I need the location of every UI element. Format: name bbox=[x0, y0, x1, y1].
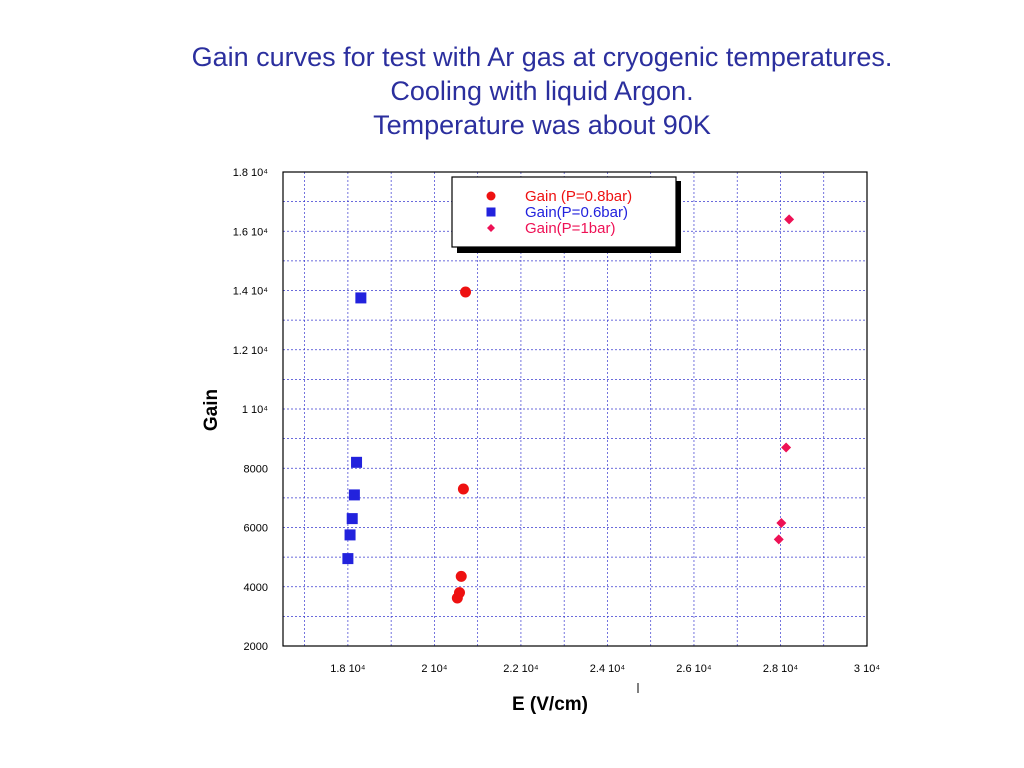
legend: Gain (P=0.8bar)Gain(P=0.6bar)Gain(P=1bar… bbox=[451, 176, 681, 253]
data-points bbox=[342, 214, 795, 604]
data-point-diamond bbox=[773, 534, 784, 545]
legend-marker-circle bbox=[486, 191, 496, 201]
chart-title-line-2: Cooling with liquid Argon. bbox=[390, 76, 694, 106]
tick-labels: 1.8 10⁴ 2 10⁴ 2.2 10⁴ 2.4 10⁴ 2.6 10⁴ 2.8 10⁴… bbox=[233, 167, 881, 675]
y-axis-label: Gain bbox=[201, 389, 222, 431]
x-tick-label: 2.2 10⁴ bbox=[503, 663, 539, 675]
chart-title-line-1: Gain curves for test with Ar gas at cryo… bbox=[191, 42, 893, 72]
x-tick-label: 1.8 10⁴ bbox=[330, 663, 366, 675]
data-point-square bbox=[355, 292, 367, 304]
chart-title-line-3: Temperature was about 90K bbox=[373, 110, 711, 140]
legend-label: Gain(P=1bar) bbox=[525, 220, 615, 237]
data-point-diamond bbox=[776, 518, 787, 529]
y-tick-label: 6000 bbox=[244, 523, 268, 535]
legend-marker-diamond bbox=[487, 224, 495, 232]
x-tick-label: 2.8 10⁴ bbox=[763, 663, 799, 675]
x-tick-label: 3 10⁴ bbox=[854, 663, 880, 675]
y-tick-label: 2000 bbox=[244, 641, 268, 653]
legend-label: Gain (P=0.8bar) bbox=[525, 188, 632, 205]
data-point-diamond bbox=[784, 214, 795, 225]
y-tick-label: 4000 bbox=[244, 582, 268, 594]
data-point-square bbox=[351, 456, 363, 468]
data-point-circle bbox=[457, 483, 469, 495]
data-point-circle bbox=[460, 286, 472, 298]
x-tick-label: 2 10⁴ bbox=[421, 663, 447, 675]
x-tick-label: 2.6 10⁴ bbox=[676, 663, 712, 675]
data-point-circle bbox=[453, 587, 465, 599]
y-tick-label: 1.2 10⁴ bbox=[233, 345, 269, 357]
y-tick-label: 1.4 10⁴ bbox=[233, 286, 269, 298]
x-tick-label: 2.4 10⁴ bbox=[590, 663, 626, 675]
data-point-circle bbox=[455, 570, 467, 582]
data-point-square bbox=[342, 553, 354, 565]
y-tick-label: 1 10⁴ bbox=[242, 404, 268, 416]
y-tick-label: 8000 bbox=[244, 463, 268, 475]
y-tick-label: 1.6 10⁴ bbox=[233, 226, 269, 238]
chart-title: Gain curves for test with Ar gas at cryo… bbox=[0, 40, 1024, 142]
data-point-square bbox=[346, 513, 358, 525]
data-point-square bbox=[348, 489, 360, 501]
x-axis-label: E (V/cm) bbox=[512, 694, 588, 715]
legend-label: Gain(P=0.6bar) bbox=[525, 204, 628, 221]
data-point-square bbox=[344, 529, 356, 541]
data-point-diamond bbox=[781, 442, 792, 453]
y-tick-label: 1.8 10⁴ bbox=[233, 167, 269, 179]
plot-frame bbox=[282, 171, 868, 647]
legend-marker-square bbox=[486, 207, 496, 217]
